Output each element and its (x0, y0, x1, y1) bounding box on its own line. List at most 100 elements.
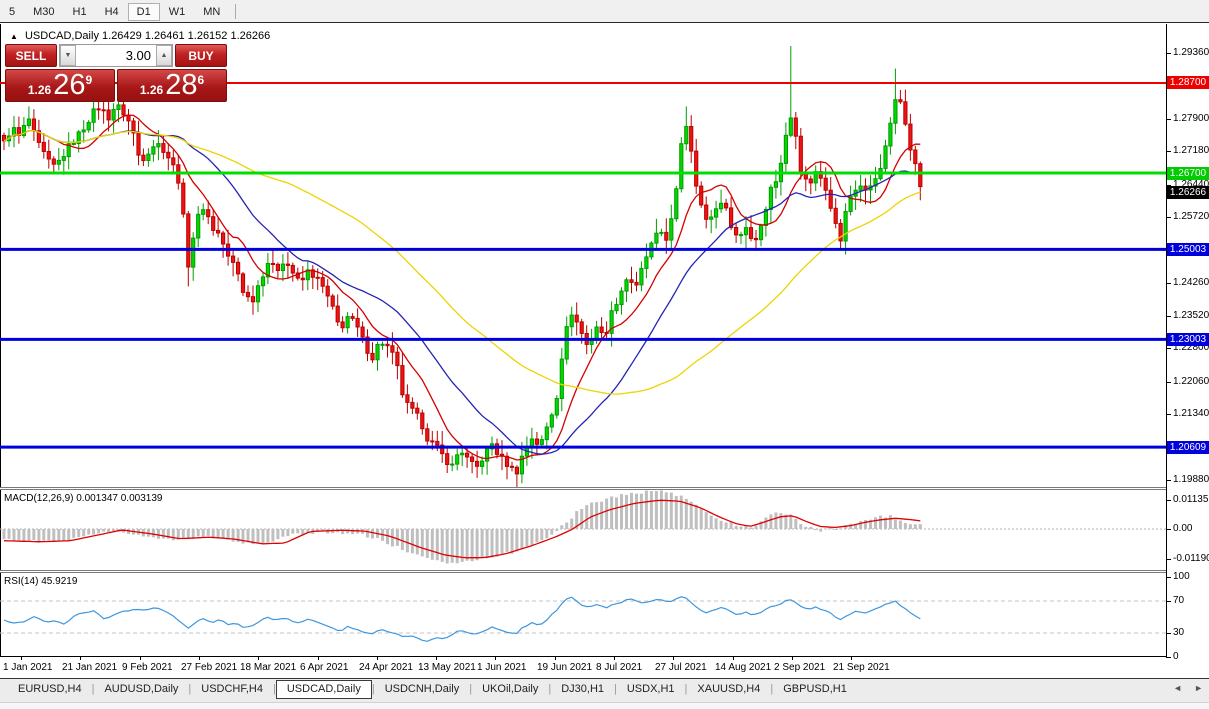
date-label: 9 Feb 2021 (122, 662, 173, 673)
timeframe-W1[interactable]: W1 (168, 5, 186, 18)
collapse-icon[interactable]: ▲ (10, 32, 18, 41)
tab-USDCAD-Daily[interactable]: USDCAD,Daily (275, 680, 372, 699)
timeframe-D1[interactable]: D1 (127, 2, 160, 21)
sell-price-display[interactable]: 1.26 26 9 (5, 69, 115, 102)
chart-tabs-bar: EURUSD,H4 | AUDUSD,Daily | USDCHF,H4 | USDCAD,… (0, 678, 1209, 709)
macd-canvas (0, 490, 1166, 564)
tab-USDCNH-Daily[interactable]: USDCNH,Daily (384, 683, 460, 695)
tab-EURUSD-H4[interactable]: EURUSD,H4 (18, 683, 82, 695)
price-line-badge: 1.25003 (1167, 243, 1209, 256)
price-line-badge: 1.26266 (1167, 186, 1209, 199)
chart-tabs: EURUSD,H4 | AUDUSD,Daily | USDCHF,H4 | USDCAD,… (0, 679, 1209, 701)
tab-separator: | (371, 683, 375, 695)
pane-separator[interactable] (0, 487, 1166, 490)
price-axis: 1.29360 1.27900 1.27180 1.26440 1.25720 1.242… (1166, 23, 1209, 662)
timeframe-MN[interactable]: MN (203, 5, 221, 18)
tab-separator: | (469, 683, 473, 695)
tab-UKOil-Daily[interactable]: UKOil,Daily (482, 683, 539, 695)
axis-tick (1166, 283, 1171, 284)
timeframe-M30[interactable]: M30 (33, 5, 55, 18)
sell-button[interactable]: SELL (5, 44, 57, 67)
tab-scrollbar-groove[interactable] (0, 702, 1209, 709)
rsi-tick-label: 70 (1173, 595, 1185, 606)
date-tick (673, 657, 674, 660)
rsi-tick-label: 30 (1173, 627, 1185, 638)
axis-tick (1166, 53, 1171, 54)
date-label: 1 Jun 2021 (477, 662, 527, 673)
date-label: 27 Jul 2021 (655, 662, 707, 673)
axis-tick (1166, 529, 1171, 530)
volume-input[interactable]: 3.00 (125, 48, 151, 63)
axis-tick (1166, 185, 1171, 186)
price-tick-label: 1.27900 (1173, 113, 1209, 124)
tab-AUDUSD-Daily[interactable]: AUDUSD,Daily (104, 683, 179, 695)
tab-separator: | (614, 683, 617, 695)
symbol-ohlc-line: ▲ USDCAD,Daily 1.26429 1.26461 1.26152 1… (10, 30, 270, 42)
pane-separator[interactable] (0, 570, 1166, 573)
tab-USDX-H1[interactable]: USDX,H1 (626, 683, 675, 695)
ohlc-values: 1.26429 1.26461 1.26152 1.26266 (102, 30, 271, 42)
date-label: 24 Apr 2021 (359, 662, 413, 673)
tab-XAUUSD-H4[interactable]: XAUUSD,H4 (697, 683, 761, 695)
buy-price-big: 28 (165, 69, 198, 101)
date-tick (851, 657, 852, 660)
tab-scroll-controls: ◄ ► (1173, 683, 1203, 693)
date-tick (258, 657, 259, 660)
tab-separator: | (548, 683, 552, 695)
price-tick-label: 1.25720 (1173, 211, 1209, 222)
date-tick (495, 657, 496, 660)
axis-tick (1166, 577, 1171, 578)
tab-GBPUSD-H1[interactable]: GBPUSD,H1 (783, 683, 847, 695)
date-label: 27 Feb 2021 (181, 662, 238, 673)
tab-separator: | (273, 683, 276, 695)
chart-area[interactable]: ▲ USDCAD,Daily 1.26429 1.26461 1.26152 1… (0, 23, 1209, 678)
axis-tick (1166, 414, 1171, 415)
axis-tick (1166, 480, 1171, 481)
date-tick (555, 657, 556, 660)
date-tick (199, 657, 200, 660)
date-tick (436, 657, 437, 660)
timeframe-H4[interactable]: H4 (104, 5, 119, 18)
tab-separator: | (684, 683, 688, 695)
date-label: 14 Aug 2021 (715, 662, 772, 673)
price-tick-label: 1.22800 (1173, 342, 1209, 353)
axis-tick (1166, 601, 1171, 602)
price-tick-label: 1.22060 (1173, 376, 1209, 387)
axis-tick (1166, 316, 1171, 317)
sell-price-pip: 9 (85, 72, 93, 87)
date-tick (614, 657, 615, 660)
rsi-canvas (0, 596, 1166, 642)
tab-USDCHF-H4[interactable]: USDCHF,H4 (201, 683, 263, 695)
buy-price-display[interactable]: 1.26 28 6 (117, 69, 227, 102)
date-tick (318, 657, 319, 660)
date-label: 19 Jun 2021 (537, 662, 593, 673)
rsi-tick-label: 100 (1173, 571, 1190, 582)
axis-tick (1166, 119, 1171, 120)
symbol-name: USDCAD,Daily (24, 30, 99, 42)
price-chart-canvas[interactable] (0, 24, 1166, 487)
macd-label: MACD(12,26,9) 0.001347 0.003139 (4, 493, 163, 504)
timeframe-H1[interactable]: H1 (72, 5, 87, 18)
volume-decrease-icon[interactable]: ▼ (60, 45, 76, 66)
tab-scroll-left-icon[interactable]: ◄ (1173, 683, 1183, 693)
date-tick (80, 657, 81, 660)
tab-scroll-right-icon[interactable]: ► (1194, 683, 1203, 693)
buy-price-prefix: 1.26 (139, 82, 164, 97)
volume-spinner: ▼ 3.00 ▲ (59, 44, 173, 67)
timeframe-5[interactable]: 5 (9, 5, 16, 18)
price-tick-label: 1.27180 (1173, 145, 1209, 156)
date-tick (377, 657, 378, 660)
tab-DJ30-H1[interactable]: DJ30,H1 (561, 683, 604, 695)
toolbar-separator (235, 3, 237, 19)
axis-tick (1166, 500, 1171, 501)
volume-increase-icon[interactable]: ▲ (156, 45, 172, 66)
timeframe-toolbar: 5 M30 H1 H4 D1 W1 MN (0, 0, 1209, 23)
axis-tick (1166, 348, 1171, 349)
price-line-badge: 1.28700 (1167, 76, 1209, 89)
date-label: 21 Sep 2021 (833, 662, 890, 673)
buy-button[interactable]: BUY (175, 44, 227, 67)
date-label: 6 Apr 2021 (300, 662, 349, 673)
macd-tick-label: -0.011904 (1173, 553, 1209, 564)
date-label: 18 Mar 2021 (240, 662, 297, 673)
price-line-badge: 1.26700 (1167, 167, 1209, 180)
